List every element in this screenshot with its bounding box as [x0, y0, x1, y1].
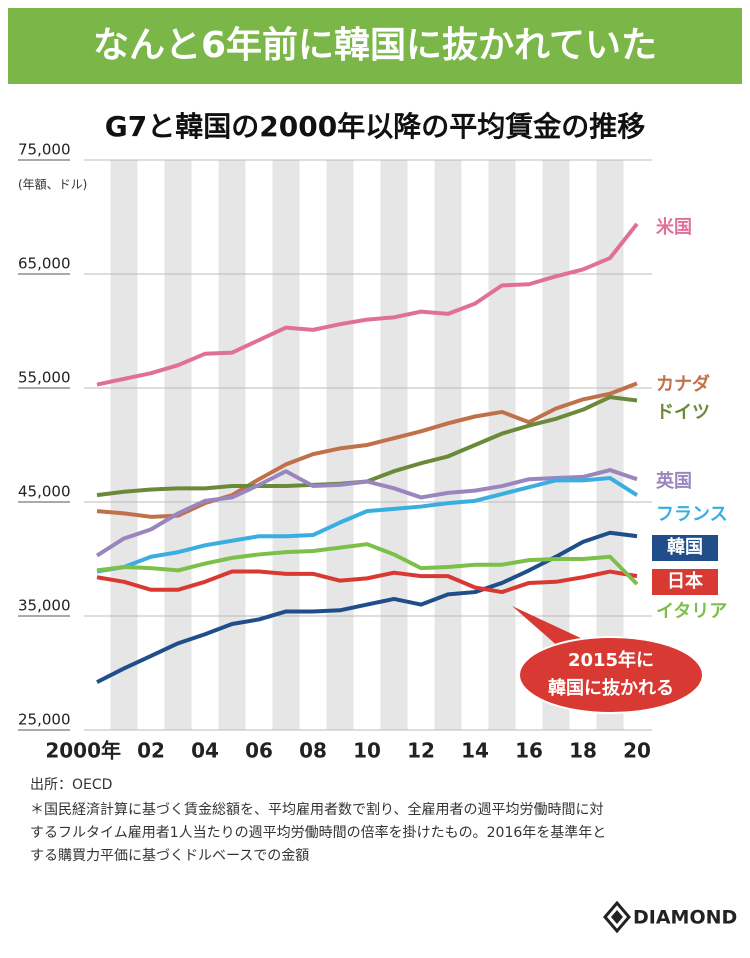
legend-box — [652, 535, 718, 561]
x-tick-label: 18 — [569, 739, 597, 763]
legend-box — [652, 569, 718, 595]
chart-title: G7と韓国の2000年以降の平均賃金の推移 — [105, 110, 645, 143]
series-line — [96, 569, 638, 595]
stripe — [218, 160, 246, 730]
note: ＊国民経済計算に基づく賃金総額を、平均雇用者数で割り、全雇用者の週平均労働時間に… — [30, 801, 603, 818]
stripe — [164, 160, 192, 730]
y-tick-label: 35,000 — [18, 597, 71, 615]
y-tick-label: 25,000 — [18, 711, 71, 729]
legend-label: 韓国 — [667, 536, 703, 558]
stripe — [434, 160, 462, 730]
y-tick-label: 45,000 — [18, 483, 71, 501]
legend-label: 日本 — [667, 570, 703, 592]
note: するフルタイム雇用者1人当たりの週平均労働時間の倍率を掛けたもの。2016年を基… — [30, 824, 606, 841]
x-tick-label: 12 — [407, 739, 435, 763]
stripe — [110, 160, 138, 730]
y-tick-label: 55,000 — [18, 369, 71, 387]
legend-label: フランス — [656, 504, 728, 525]
x-tick-label: 16 — [515, 739, 543, 763]
series-line — [96, 381, 638, 519]
brand: DIAMOND — [633, 907, 737, 929]
brand-logo — [603, 900, 631, 934]
x-tick-label: 08 — [299, 739, 327, 763]
source: 出所：OECD — [30, 777, 112, 793]
x-tick-label: 06 — [245, 739, 273, 763]
legend-label: ドイツ — [656, 402, 710, 423]
banner — [8, 8, 742, 84]
stripe — [380, 160, 408, 730]
annotation-pointer — [512, 606, 585, 648]
x-tick-label: 02 — [137, 739, 165, 763]
x-tick-label: 10 — [353, 739, 381, 763]
y-tick-label: 65,000 — [18, 255, 71, 273]
annotation: 2015年に — [568, 649, 654, 671]
y-axis-label: (年額、ドル) — [18, 178, 87, 192]
x-tick-label: 14 — [461, 739, 489, 763]
plot: 25,000 35,000 45,000 55,000 65,000 75,000 2000… — [18, 141, 728, 763]
y-tick-label: 75,000 — [18, 141, 71, 159]
stripe — [326, 160, 354, 730]
annotation-bubble — [518, 636, 704, 714]
x-tick-label: 20 — [623, 739, 651, 763]
x-tick-label: 04 — [191, 739, 219, 763]
series-line — [96, 222, 639, 387]
legend-label: 米国 — [656, 216, 692, 238]
series-line — [95, 468, 638, 558]
stripe — [488, 160, 516, 730]
legend-label: 英国 — [655, 470, 692, 492]
annotation: 韓国に抜かれる — [548, 677, 674, 699]
note: する購買力平価に基づくドルベースでの金額 — [30, 847, 309, 864]
series-line — [96, 476, 639, 574]
legend-label: カナダ — [656, 373, 710, 395]
legend-label: イタリア — [656, 601, 727, 622]
x-tick-label: 2000年 — [45, 739, 121, 763]
series-line — [96, 542, 639, 586]
banner-title: なんと6年前に韓国に抜かれていた — [93, 25, 657, 66]
stripe — [272, 160, 300, 730]
